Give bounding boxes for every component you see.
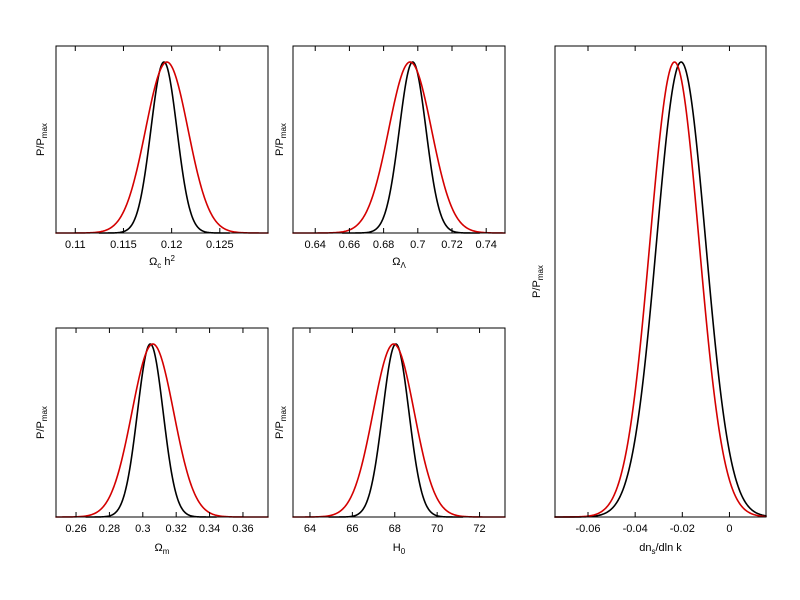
- x-axis-label-sup: 2: [170, 254, 175, 263]
- y-axis-label-sub: max: [40, 123, 49, 138]
- x-tick-label: 66: [346, 523, 358, 535]
- plot-frame: [55, 45, 269, 234]
- x-axis-label-main: dn: [639, 542, 651, 554]
- plot-frame: [554, 45, 767, 518]
- y-axis-label-main: P/P: [35, 138, 47, 156]
- panel-2: 0.64 0.66 0.68 0.7 0.72 0.74 ΩΛ P/Pmax: [274, 45, 506, 270]
- x-tick-label: 0.26: [65, 523, 86, 535]
- x-axis-label-sub: 0: [401, 547, 406, 556]
- x-tick-label: -0.04: [623, 523, 648, 535]
- series-red-curve: [55, 343, 269, 518]
- x-tick-label: 0.115: [110, 239, 137, 251]
- x-tick-label: 0.64: [305, 239, 326, 251]
- plot-frame: [292, 327, 506, 518]
- x-axis-label-main: Ω: [392, 256, 400, 268]
- x-axis-label-sub: c: [157, 261, 161, 270]
- x-axis-label: Ωc h2: [149, 254, 175, 270]
- x-axis-label: dns/dln k: [639, 542, 682, 556]
- x-tick-label: 0.66: [339, 239, 360, 251]
- series-red-curve: [292, 343, 506, 518]
- x-axis-label: H0: [393, 542, 406, 556]
- x-tick-label: 0.12: [161, 239, 182, 251]
- x-axis-label-rest: /dln k: [655, 542, 682, 554]
- x-axis-label-main: H: [393, 542, 401, 554]
- x-axis-label-sub: m: [163, 547, 170, 556]
- x-tick-label: 0.68: [373, 239, 394, 251]
- x-tick-label: 0.32: [165, 523, 186, 535]
- x-tick-label: -0.06: [575, 523, 600, 535]
- series-red-curve: [292, 61, 506, 234]
- series-black-curve: [98, 61, 231, 234]
- x-tick-label: 0.7: [410, 239, 425, 251]
- y-axis-label: P/Pmax: [274, 406, 288, 439]
- y-axis-label-sub: max: [40, 406, 49, 421]
- x-axis-label-sub: Λ: [400, 261, 406, 270]
- x-axis-label: Ωm: [155, 542, 170, 556]
- x-tick-label: 0.72: [441, 239, 462, 251]
- y-axis-label: P/Pmax: [274, 123, 288, 156]
- series-red-curve: [554, 61, 767, 518]
- y-axis-label-main: P/P: [35, 421, 47, 439]
- y-axis-label: P/Pmax: [35, 406, 49, 439]
- x-axis-label-main: Ω: [149, 256, 157, 268]
- y-axis-label: P/Pmax: [531, 265, 545, 298]
- x-tick-label: 72: [473, 523, 485, 535]
- y-axis-label-sub: max: [536, 265, 545, 280]
- x-tick-label: 64: [304, 523, 316, 535]
- x-tick-label: -0.02: [670, 523, 695, 535]
- x-tick-label: 70: [431, 523, 443, 535]
- y-axis-label-sub: max: [279, 123, 288, 138]
- x-axis-label-rest: h: [161, 256, 170, 268]
- panel-1: 0.11 0.115 0.12 0.125 Ωc h2 P/Pmax: [35, 45, 269, 270]
- panel-3: 0.26 0.28 0.3 0.32 0.34 0.36 Ωm P/Pmax: [35, 327, 269, 556]
- x-tick-label: 0.74: [475, 239, 496, 251]
- x-tick-label: 0.125: [206, 239, 234, 251]
- x-tick-label: 0.36: [232, 523, 253, 535]
- y-axis-label-main: P/P: [274, 421, 286, 439]
- x-tick-label: 68: [389, 523, 401, 535]
- x-tick-label: 0.28: [99, 523, 120, 535]
- x-axis-label-main: Ω: [155, 542, 163, 554]
- x-tick-label: 0.34: [199, 523, 220, 535]
- plot-frame: [55, 327, 269, 518]
- x-tick-label: 0.11: [65, 239, 86, 251]
- series-black-curve: [341, 61, 481, 234]
- y-axis-label-sub: max: [279, 406, 288, 421]
- x-tick-label: 0.3: [135, 523, 150, 535]
- x-axis-label-sub: s: [651, 547, 655, 556]
- y-axis-label: P/Pmax: [35, 123, 49, 156]
- y-axis-label-main: P/P: [531, 280, 543, 298]
- x-tick-label: 0: [726, 523, 732, 535]
- x-axis-label: ΩΛ: [392, 256, 406, 270]
- panel-5: -0.06 -0.04 -0.02 0 dns/dln k P/Pmax: [531, 45, 767, 556]
- panel-4: 64 66 68 70 72 H0 P/Pmax: [274, 327, 506, 556]
- series-black-curve: [328, 343, 464, 518]
- plot-frame: [292, 45, 506, 234]
- series-black-curve: [85, 343, 218, 518]
- series-red-curve: [55, 61, 269, 234]
- y-axis-label-main: P/P: [274, 138, 286, 156]
